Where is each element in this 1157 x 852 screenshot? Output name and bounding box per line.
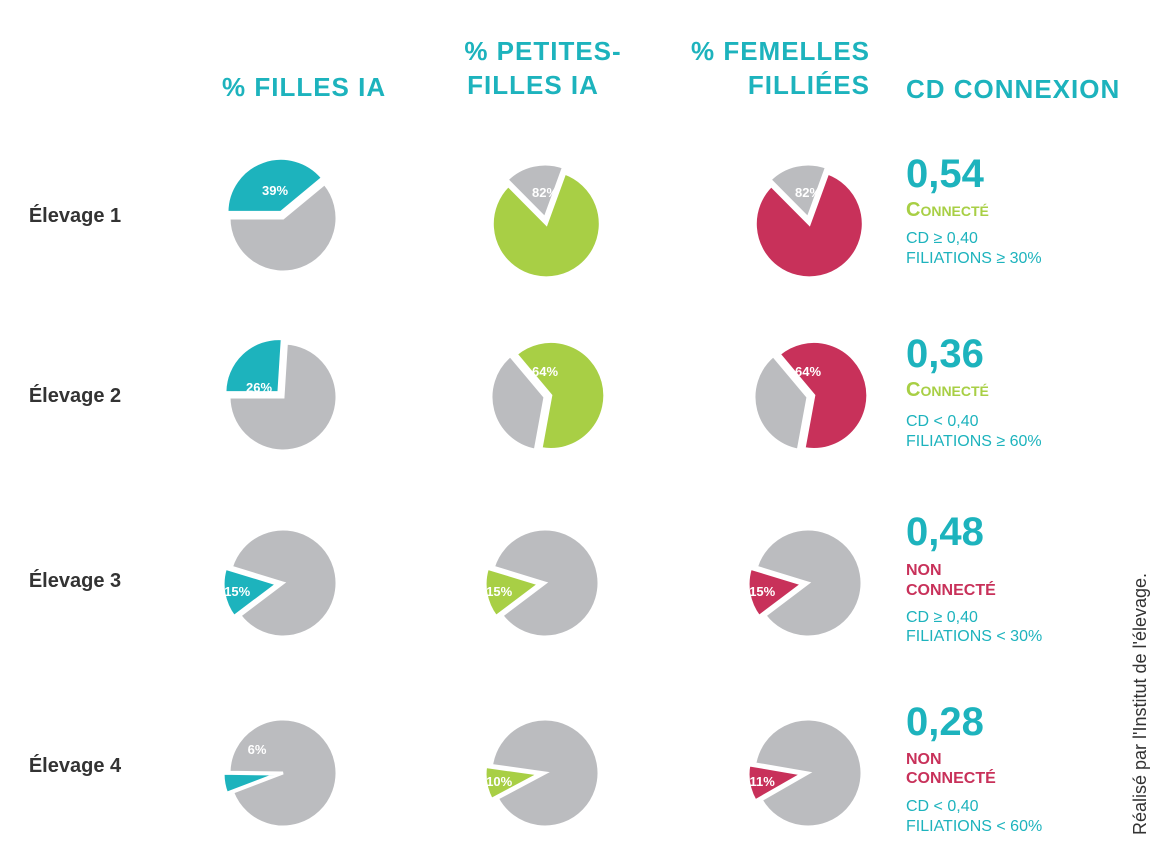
- status-connecte: CONNECTÉ: [906, 582, 996, 599]
- header-petites-filles-line2: FILLES IA: [467, 70, 599, 100]
- pie-value-slice: [483, 566, 543, 619]
- header-petites-filles-ia: % PETITES- FILLES IA: [458, 34, 628, 102]
- criterion-cd: CD ≥ 0,40: [906, 230, 978, 247]
- pie-remainder-slice: [752, 353, 810, 452]
- pie-value-slice: [223, 337, 284, 395]
- pie-value-label: 6%: [248, 742, 267, 757]
- row-label-elevage-1: Élevage 1: [28, 205, 122, 227]
- pie-value-slice: [221, 771, 278, 796]
- pie-value-slice: [746, 763, 807, 803]
- criterion-cd: CD ≥ 0,40: [906, 609, 978, 626]
- status-non: NON: [906, 562, 942, 579]
- pie-value-slice: [753, 171, 865, 280]
- header-petites-filles-line1: % PETITES-: [464, 36, 622, 66]
- pie-value-slice: [221, 566, 281, 619]
- criterion-filiations: FILIATIONS ≥ 60%: [906, 433, 1042, 450]
- pie-value-label: 82%: [532, 185, 558, 200]
- pie-value-slice: [776, 339, 870, 451]
- pie-remainder-slice: [227, 717, 339, 829]
- criterion-cd: CD < 0,40: [906, 798, 979, 815]
- header-femelles-filliees: % FEMELLES FILLIÉES: [690, 34, 870, 102]
- cd-value: 0,36: [906, 332, 984, 376]
- pie-value-label: 15%: [486, 584, 512, 599]
- pie-value-label: 10%: [486, 774, 512, 789]
- pie-femelles-row-2: 64%: [752, 339, 870, 452]
- pie-petites-row-2: 64%: [489, 339, 607, 452]
- row-label-elevage-4: Élevage 4: [28, 755, 122, 777]
- row-label-elevage-2: Élevage 2: [28, 385, 122, 407]
- header-femelles-line1: % FEMELLES: [690, 36, 870, 66]
- pie-femelles-row-3: 15%: [746, 527, 864, 639]
- criterion-filiations: FILIATIONS < 30%: [906, 628, 1043, 645]
- criterion-filiations: FILIATIONS ≥ 30%: [906, 250, 1042, 267]
- pie-value-slice: [225, 156, 325, 214]
- pie-value-label: 15%: [224, 584, 250, 599]
- credit-text: Réalisé par l'Institut de l'élevage.: [1130, 572, 1150, 835]
- pie-remainder-slice: [767, 162, 829, 221]
- status-non: NON: [906, 751, 942, 768]
- pie-filles-row-4: 6%: [221, 717, 339, 829]
- pie-remainder-slice: [227, 341, 339, 453]
- pie-value-label: 64%: [532, 364, 558, 379]
- pie-petites-row-4: 10%: [483, 717, 601, 829]
- pie-value-label: 15%: [749, 584, 775, 599]
- header-filles-ia: % FILLES IA: [222, 72, 387, 102]
- pie-value-slice: [513, 339, 607, 451]
- pie-remainder-slice: [489, 717, 601, 829]
- cd-value: 0,54: [906, 152, 984, 196]
- header-femelles-line2: FILLIÉES: [747, 70, 870, 100]
- pie-value-slice: [746, 566, 806, 619]
- pie-remainder-slice: [504, 162, 566, 221]
- pie-femelles-row-4: 11%: [746, 717, 864, 829]
- pie-remainder-slice: [229, 527, 339, 639]
- pie-value-label: 82%: [795, 185, 821, 200]
- pie-remainder-slice: [489, 353, 547, 452]
- pie-remainder-slice: [753, 717, 864, 829]
- pie-value-label: 39%: [262, 183, 288, 198]
- row-label-elevage-3: Élevage 3: [28, 570, 122, 592]
- pie-value-label: 64%: [795, 364, 821, 379]
- pie-value-label: 26%: [246, 380, 272, 395]
- pie-value-label: 11%: [750, 774, 776, 789]
- pie-petites-row-3: 15%: [483, 527, 601, 639]
- criterion-cd: CD < 0,40: [906, 413, 979, 430]
- pie-remainder-slice: [491, 527, 601, 639]
- pie-filles-row-3: 15%: [221, 527, 339, 639]
- pie-femelles-row-1: 82%: [753, 162, 865, 280]
- pie-filles-row-1: 39%: [225, 156, 339, 274]
- status-connecte: Connecté: [906, 379, 989, 401]
- pie-remainder-slice: [754, 527, 864, 639]
- status-connecte: CONNECTÉ: [906, 770, 996, 787]
- pie-value-slice: [483, 764, 544, 802]
- cd-value: 0,28: [906, 700, 984, 744]
- status-connecte: Connecté: [906, 199, 989, 221]
- pie-petites-row-1: 82%: [490, 162, 602, 280]
- header-cd-connexion: CD CONNEXION: [906, 74, 1121, 104]
- cd-value: 0,48: [906, 510, 984, 554]
- criterion-filiations: FILIATIONS < 60%: [906, 818, 1043, 835]
- pie-remainder-slice: [227, 181, 339, 274]
- pie-filles-row-2: 26%: [223, 337, 339, 453]
- pie-value-slice: [490, 171, 602, 280]
